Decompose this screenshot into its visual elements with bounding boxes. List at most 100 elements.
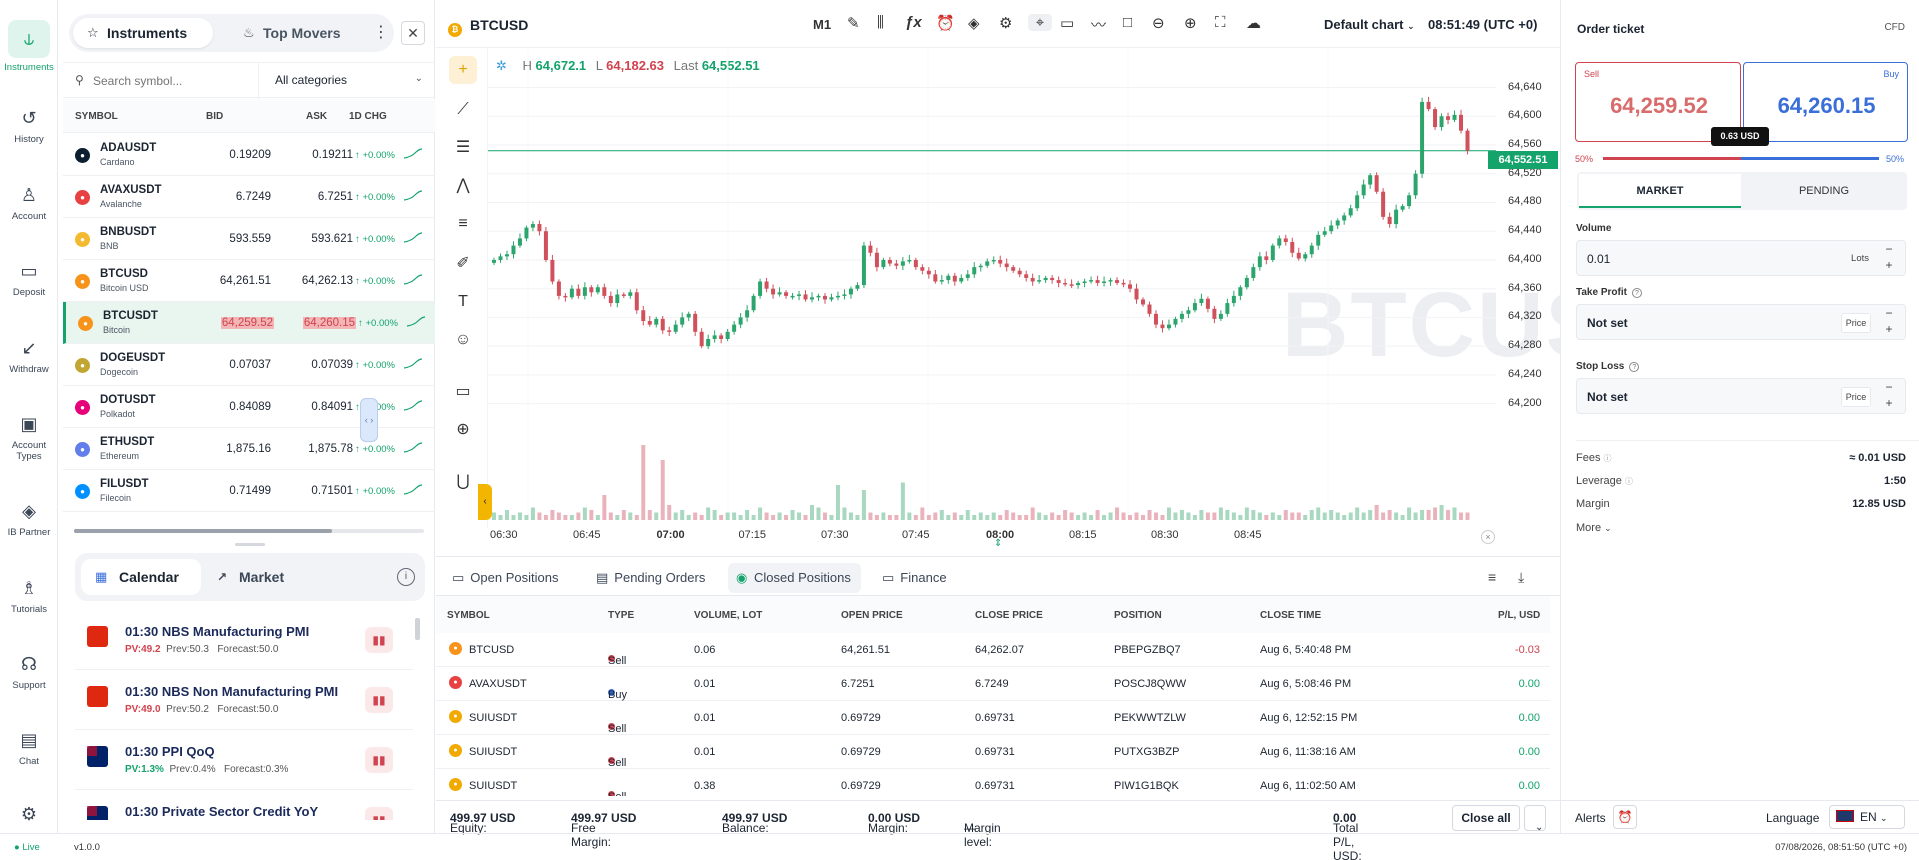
square-icon[interactable]: □	[1123, 14, 1132, 31]
zoom-in-icon[interactable]: ⊕	[1184, 14, 1197, 32]
position-row[interactable]: ● BTCUSD Sell 0.06 64,261.51 64,262.07 PBEPGZB…	[436, 633, 1550, 667]
instrument-row[interactable]: ● BTCUSDT Bitcoin 64,259.52 64,260.15 ↑ +0.00…	[63, 302, 435, 344]
col-type[interactable]: TYPE	[608, 610, 634, 621]
nav-instruments[interactable]: ⫝ Instruments	[0, 20, 58, 73]
chart-bars-icon[interactable]: ▮▮	[365, 627, 393, 653]
cloud-icon[interactable]: ☁	[1246, 14, 1261, 32]
tab-pending-order[interactable]: PENDING	[1743, 174, 1905, 208]
col-symbol[interactable]: SYMBOL	[75, 111, 118, 122]
nav-account-types[interactable]: ▣ Account Types	[0, 412, 58, 462]
brush-tool-icon[interactable]: ✐	[449, 250, 477, 278]
sl-price-button[interactable]: Price	[1841, 387, 1871, 407]
col-pl[interactable]: P/L, USD	[1498, 610, 1540, 621]
col-close-price[interactable]: CLOSE PRICE	[975, 610, 1043, 621]
chart-bars-icon[interactable]: ▮▮	[365, 807, 393, 820]
position-row[interactable]: ● SUIUSDT Sell 0.38 0.69729 0.69731 PIW1G1BQK A…	[436, 769, 1550, 796]
stop-loss-field[interactable]: Not set Price − +	[1576, 378, 1906, 414]
col-ask[interactable]: ASK	[306, 111, 327, 122]
ruler-icon[interactable]: ▭	[1060, 14, 1074, 32]
bell-icon[interactable]: ⏰	[1613, 805, 1637, 829]
chart-symbol[interactable]: ₿ BTCUSD	[448, 17, 528, 37]
nav-settings[interactable]: ⚙	[0, 802, 58, 830]
price-plot[interactable]	[488, 48, 1496, 532]
close-all-button[interactable]: Close all	[1452, 805, 1520, 831]
plus-icon[interactable]: +	[1879, 396, 1899, 410]
position-row[interactable]: ● AVAXUSDT Buy 0.01 6.7251 6.7249 POSCJ8QWW Aug…	[436, 667, 1550, 701]
horizontal-scrollbar[interactable]	[74, 529, 424, 533]
instrument-row[interactable]: ● ETHUSDT Ethereum 1,875.16 1,875.78 ↑ +0.00%	[63, 428, 435, 470]
tab-finance[interactable]: ▭ Finance	[882, 570, 947, 586]
layout-select[interactable]: Default chart ⌄	[1324, 17, 1415, 32]
reset-icon[interactable]: ×	[1481, 530, 1495, 544]
nav-tutorials[interactable]: ♗ Tutorials	[0, 576, 58, 615]
nav-history[interactable]: ↺ History	[0, 106, 58, 145]
tp-price-button[interactable]: Price	[1841, 313, 1871, 333]
tab-instruments[interactable]: ☆ Instruments	[73, 18, 213, 48]
calendar-event[interactable]: 01:30 NBS Non Manufacturing PMI PV:49.0 P…	[75, 672, 413, 730]
instrument-row[interactable]: ● AVAXUSDT Avalanche 6.7249 6.7251 ↑ +0.00%	[63, 176, 435, 218]
tab-top-movers[interactable]: ♨ Top Movers	[229, 18, 369, 48]
magnet-tool-icon[interactable]: ⋃	[449, 468, 477, 496]
emoji-tool-icon[interactable]: ☺	[449, 326, 477, 354]
calendar-event[interactable]: 01:30 NBS Manufacturing PMI PV:49.2 Prev:…	[75, 612, 413, 670]
crosshair-icon[interactable]: ⌖	[1028, 14, 1052, 31]
take-profit-field[interactable]: Not set Price − +	[1576, 304, 1906, 340]
col-close-time[interactable]: CLOSE TIME	[1260, 610, 1321, 621]
chart-bars-icon[interactable]: ▮▮	[365, 747, 393, 773]
nav-ib-partner[interactable]: ◈ IB Partner	[0, 499, 58, 538]
col-chg[interactable]: 1D CHG	[349, 111, 387, 122]
resize-arrows-icon[interactable]: ⇕	[994, 538, 1002, 549]
position-row[interactable]: ● SUIUSDT Sell 0.01 0.69729 0.69731 PUTXG3BZP A…	[436, 735, 1550, 769]
info-icon[interactable]: i	[397, 568, 415, 586]
zoom-tool-icon[interactable]: ⊕	[449, 416, 477, 444]
tab-open-positions[interactable]: ▭ Open Positions	[452, 570, 558, 586]
tab-pending-orders[interactable]: ▤ Pending Orders	[596, 570, 705, 586]
tab-market[interactable]: ↗ Market	[217, 559, 284, 595]
download-icon[interactable]: ⤓	[1518, 569, 1524, 586]
plus-icon[interactable]: +	[1879, 258, 1899, 272]
fib-tool-icon[interactable]: ☰	[449, 134, 477, 162]
instrument-row[interactable]: ● FILUSDT Filecoin 0.71499 0.71501 ↑ +0.00%	[63, 470, 435, 512]
col-open-price[interactable]: OPEN PRICE	[841, 610, 903, 621]
instrument-row[interactable]: ● DOTUSDT Polkadot 0.84089 0.84091 ↑ +0.00%	[63, 386, 435, 428]
fullscreen-icon[interactable]: ⛶	[1215, 14, 1226, 31]
zoom-out-icon[interactable]: ⊖	[1152, 14, 1165, 32]
plus-icon[interactable]: +	[1879, 322, 1899, 336]
calendar-event[interactable]: 01:30 Private Sector Credit YoY ▮▮	[75, 792, 413, 820]
minus-icon[interactable]: −	[1879, 242, 1899, 256]
vertical-scrollbar[interactable]	[415, 612, 421, 822]
tab-market-order[interactable]: MARKET	[1579, 174, 1741, 208]
filter-icon[interactable]: ≡	[1488, 569, 1496, 585]
minus-icon[interactable]: −	[1879, 380, 1899, 394]
close-panel-button[interactable]: ✕	[401, 21, 425, 45]
collapse-panel-button[interactable]: ‹ ›	[360, 398, 378, 442]
settings-icon[interactable]: ⚙	[999, 14, 1012, 32]
instrument-row[interactable]: ● DOGEUSDT Dogecoin 0.07037 0.07039 ↑ +0.00%	[63, 344, 435, 386]
resize-handle[interactable]	[235, 543, 265, 546]
tab-closed-positions[interactable]: ◉ Closed Positions	[728, 563, 861, 593]
wave-icon[interactable]: 〰	[1091, 14, 1106, 35]
nav-withdraw[interactable]: ↙ Withdraw	[0, 336, 58, 375]
timeframe-button[interactable]: M1	[813, 17, 831, 32]
pencil-icon[interactable]: ✎	[847, 14, 860, 32]
calendar-event[interactable]: 01:30 PPI QoQ PV:1.3% Prev:0.4% Forecast:…	[75, 732, 413, 790]
col-volume[interactable]: VOLUME, LOT	[694, 610, 762, 621]
volume-field[interactable]: 0.01 Lots − +	[1576, 240, 1906, 276]
crosshair-tool-icon[interactable]: +	[449, 56, 477, 84]
pattern-tool-icon[interactable]: ⋀	[449, 172, 477, 200]
nav-account[interactable]: ♙ Account	[0, 183, 58, 222]
col-position[interactable]: POSITION	[1114, 610, 1162, 621]
help-icon[interactable]: ?	[1632, 288, 1642, 298]
trendline-tool-icon[interactable]: ⟋	[449, 96, 477, 124]
chart-bars-icon[interactable]: ▮▮	[365, 687, 393, 713]
layers-icon[interactable]: ◈	[968, 14, 980, 32]
instrument-row[interactable]: ● BTCUSD Bitcoin USD 64,261.51 64,262.13 ↑ +0…	[63, 260, 435, 302]
minus-icon[interactable]: −	[1879, 306, 1899, 320]
language-select[interactable]: EN ⌄	[1829, 805, 1905, 829]
text-tool-icon[interactable]: T	[449, 288, 477, 316]
instrument-row[interactable]: ● BNBUSDT BNB 593.559 593.621 ↑ +0.00%	[63, 218, 435, 260]
candles-icon[interactable]: ⫼	[877, 14, 884, 31]
category-select[interactable]: All categories ⌄	[258, 63, 435, 99]
instrument-row[interactable]: ● ADAUSDT Cardano 0.19209 0.19211 ↑ +0.00%	[63, 134, 435, 176]
nav-deposit[interactable]: ▭ Deposit	[0, 259, 58, 298]
